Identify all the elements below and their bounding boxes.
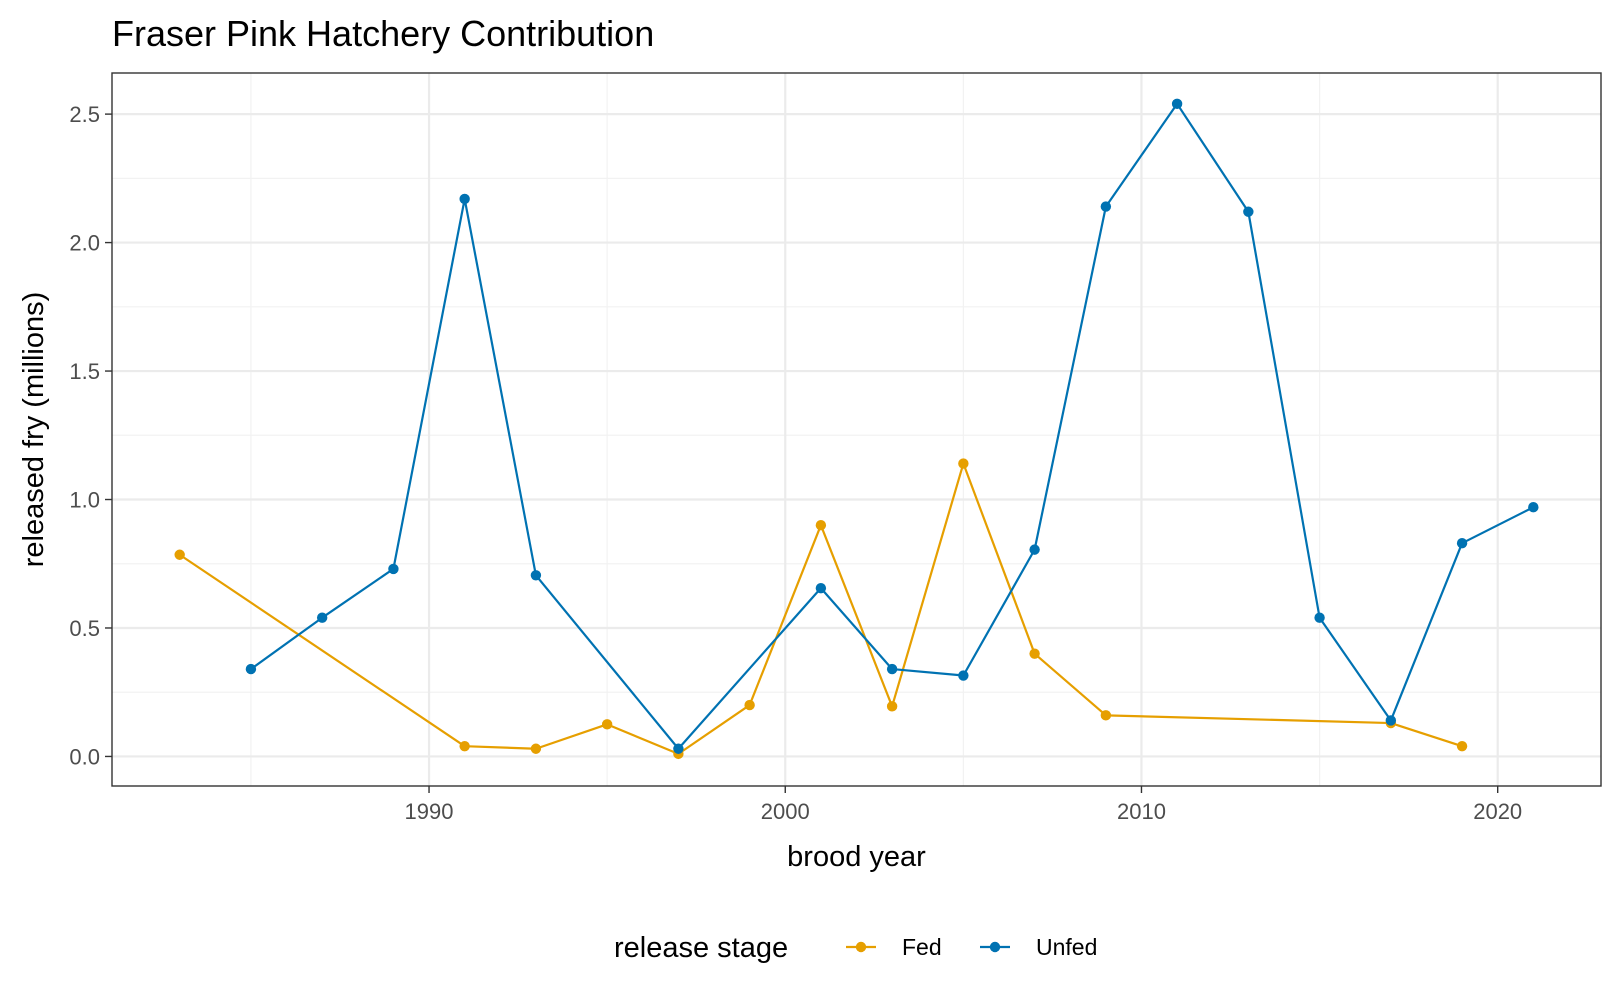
data-point-unfed	[1029, 544, 1040, 555]
data-point-fed	[459, 740, 470, 752]
data-point-unfed	[1100, 201, 1112, 212]
data-point-fed	[886, 701, 898, 712]
y-tick-label: 1.5	[69, 359, 100, 384]
x-axis-label: brood year	[787, 841, 926, 873]
data-point-unfed	[1528, 502, 1539, 513]
legend-item-fed: Fed	[846, 934, 942, 960]
data-point-unfed	[673, 743, 684, 754]
data-point-fed	[1029, 648, 1040, 659]
data-point-unfed	[388, 563, 399, 575]
data-point-unfed	[958, 670, 969, 681]
data-point-fed	[1456, 740, 1468, 752]
data-point-unfed	[530, 570, 542, 581]
chart-title: Fraser Pink Hatchery Contribution	[112, 13, 654, 54]
legend-key-point	[855, 941, 867, 953]
x-tick-label: 2020	[1473, 799, 1522, 824]
legend-items: Fed Unfed	[846, 934, 1097, 960]
data-point-unfed	[459, 193, 470, 205]
x-tick-label: 2000	[761, 799, 810, 824]
series-fed	[174, 458, 1468, 760]
legend-title: release stage	[614, 932, 788, 964]
grid-minor	[112, 73, 1601, 786]
data-point-fed	[174, 549, 185, 560]
x-tick-label: 1990	[405, 799, 454, 824]
legend-label-fed: Fed	[902, 934, 942, 960]
data-point-fed	[815, 520, 827, 531]
data-point-unfed	[245, 663, 257, 675]
series-unfed	[245, 98, 1539, 754]
data-point-fed	[1100, 710, 1112, 721]
y-tick-label: 2.5	[69, 102, 100, 127]
x-tick-label: 2010	[1117, 799, 1166, 824]
panel-border	[111, 72, 1602, 787]
data-point-unfed	[316, 612, 328, 623]
x-axis: 1990 2000 2010 2020	[405, 786, 1522, 824]
data-point-fed	[958, 458, 969, 469]
y-axis-label: released fry (millions)	[18, 292, 50, 568]
data-point-unfed	[1456, 537, 1468, 549]
legend: release stage Fed Unfed	[614, 932, 1097, 964]
y-tick-label: 1.0	[69, 488, 100, 513]
y-tick-label: 0.0	[69, 744, 100, 769]
y-axis: 0.0 0.5 1.0 1.5 2.0 2.5	[69, 102, 112, 769]
data-point-fed	[530, 743, 542, 754]
data-point-unfed	[1171, 98, 1183, 110]
series-line-unfed	[250, 102, 1534, 750]
data-point-unfed	[1385, 715, 1397, 726]
legend-key-point	[989, 941, 1001, 953]
data-point-unfed	[886, 663, 898, 675]
data-point-unfed	[1314, 612, 1325, 623]
legend-label-unfed: Unfed	[1036, 934, 1097, 960]
data-point-unfed	[1243, 206, 1254, 217]
legend-item-unfed: Unfed	[980, 934, 1097, 960]
series-layer	[174, 98, 1539, 760]
data-point-fed	[744, 699, 755, 711]
series-line-fed	[179, 462, 1463, 755]
data-point-fed	[601, 719, 613, 730]
grid-major	[112, 73, 1601, 786]
data-point-unfed	[815, 582, 827, 594]
y-tick-label: 0.5	[69, 616, 100, 641]
y-tick-label: 2.0	[69, 231, 100, 256]
